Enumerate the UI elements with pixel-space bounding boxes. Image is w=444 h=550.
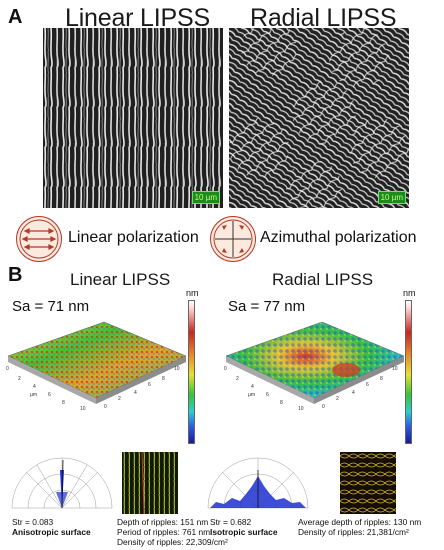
right-str-value: Str = 0.682	[210, 517, 252, 527]
svg-text:0: 0	[322, 404, 325, 410]
sem-image-linear-lipss: 10 µm	[43, 28, 223, 208]
colorbar-right	[405, 300, 412, 444]
svg-text:2: 2	[236, 376, 239, 382]
svg-text:6: 6	[266, 392, 269, 398]
svg-text:8: 8	[62, 400, 65, 406]
panel-a-left-title: Linear LIPSS	[65, 4, 210, 32]
svg-text:2: 2	[18, 376, 21, 382]
svg-text:2: 2	[336, 396, 339, 402]
azimuthal-polarization-icon	[210, 216, 256, 262]
right-density: Density of ripples: 21,381/cm²	[298, 527, 409, 537]
colorbar-right-unit: nm	[403, 288, 416, 298]
right-surface-type-text: Isotropic surface	[210, 527, 278, 537]
left-density: Density of ripples: 22,309/cm²	[117, 537, 228, 547]
linear-ripple-texture	[43, 28, 223, 208]
polar-plot-right	[202, 446, 314, 514]
right-surface-type: Isotropic surface	[210, 527, 278, 537]
svg-text:6: 6	[48, 392, 51, 398]
linear-polarization-icon	[16, 216, 62, 262]
colorbar-left-unit: nm	[186, 288, 199, 298]
colorbar-left	[188, 300, 195, 444]
surface-3d-linear: 0 2 4 µm 6 8 10 0 2 4 6 8 10	[0, 300, 190, 440]
linear-polarization-label: Linear polarization	[68, 229, 199, 246]
svg-text:8: 8	[162, 376, 165, 382]
svg-text:4: 4	[33, 384, 36, 390]
left-surface-type: Anisotropic surface	[12, 527, 91, 537]
radial-ripple-texture	[229, 28, 409, 208]
svg-text:2: 2	[118, 396, 121, 402]
left-depth: Depth of ripples: 151 nm	[117, 517, 209, 527]
svg-text:8: 8	[280, 400, 283, 406]
svg-text:8: 8	[380, 376, 383, 382]
surface-3d-radial: 0 2 4 µm 6 8 10 0 2 4 6 8 10	[218, 300, 408, 440]
sem-image-radial-lipss: 10 µm	[229, 28, 409, 208]
right-avg-depth: Average depth of ripples: 130 nm	[298, 517, 422, 527]
svg-text:0: 0	[104, 404, 107, 410]
left-sa-value: Sa = 71 nm	[12, 298, 90, 315]
left-scalebar: 10 µm	[191, 191, 220, 204]
right-scalebar: 10 µm	[377, 191, 406, 204]
svg-text:10: 10	[298, 406, 304, 412]
azimuthal-polarization-label: Azimuthal polarization	[260, 229, 417, 246]
axis-unit-right: µm	[248, 392, 255, 398]
polar-plot-left	[6, 446, 118, 514]
svg-text:4: 4	[352, 390, 355, 396]
panel-b-label: B	[8, 264, 23, 286]
svg-text:4: 4	[134, 390, 137, 396]
axis-unit-left: µm	[30, 392, 37, 398]
left-str-value: Str = 0.083	[12, 517, 54, 527]
left-surface-type-text: Anisotropic surface	[12, 527, 91, 537]
ripple-map-linear	[122, 452, 178, 514]
panel-a-label: A	[8, 6, 23, 28]
svg-text:6: 6	[148, 382, 151, 388]
panel-b-left-title: Linear LIPSS	[70, 270, 171, 289]
svg-text:10: 10	[392, 366, 398, 372]
svg-text:4: 4	[251, 384, 254, 390]
svg-text:0: 0	[224, 366, 227, 372]
ripple-map-radial	[340, 452, 396, 514]
svg-text:10: 10	[80, 406, 86, 412]
right-sa-value: Sa = 77 nm	[228, 298, 306, 315]
svg-text:10: 10	[174, 366, 180, 372]
svg-text:6: 6	[366, 382, 369, 388]
svg-text:0: 0	[6, 366, 9, 372]
left-period: Period of ripples: 761 nm	[117, 527, 211, 537]
panel-b-right-title: Radial LIPSS	[272, 270, 374, 289]
